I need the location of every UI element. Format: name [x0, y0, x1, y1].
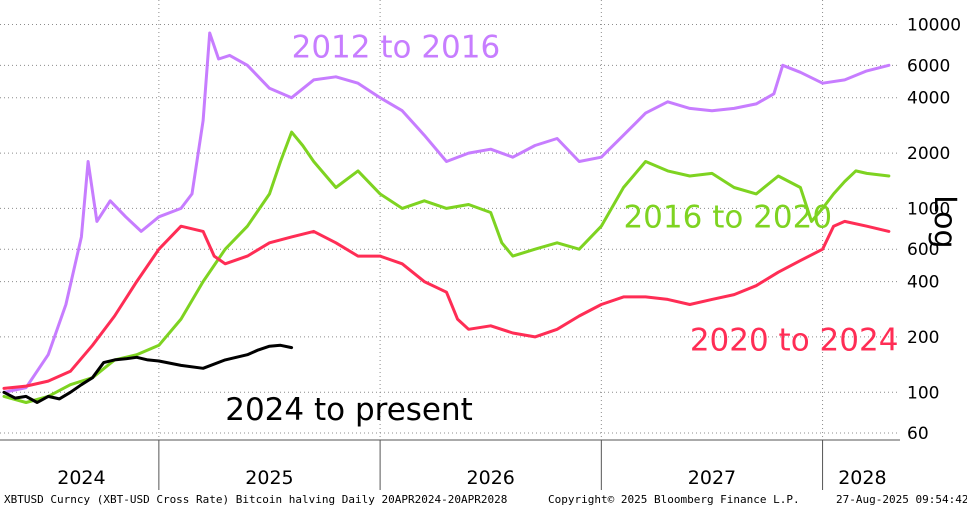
- y-tick-label: 100: [907, 383, 939, 403]
- y-tick-label: 2000: [907, 144, 950, 164]
- x-axis-ticks: 2024 2025 2026 2027 2028: [57, 467, 886, 489]
- x-tick-label: 2028: [838, 467, 886, 489]
- y-axis-ticks: 10000 6000 4000 2000 1000 600 400 200 100 60: [907, 16, 961, 444]
- footer: XBTUSD Curncy (XBT-USD Cross Rate) Bitco…: [0, 491, 967, 509]
- y-tick-label: 1000: [907, 199, 950, 219]
- gridlines: [0, 0, 900, 440]
- footer-copyright: Copyright© 2025 Bloomberg Finance L.P.: [548, 493, 800, 506]
- y-tick-label: 10000: [907, 16, 961, 36]
- y-tick-label: 60: [907, 424, 929, 444]
- x-tick-label: 2025: [245, 467, 293, 489]
- series-annotation: 2012 to 2016: [292, 30, 501, 66]
- y-tick-label: 600: [907, 240, 939, 260]
- y-tick-label: 6000: [907, 56, 950, 76]
- chart: 2012 to 2016 2016 to 2020 2020 to 2024 2024…: [0, 0, 962, 490]
- x-tick-label: 2024: [57, 467, 105, 489]
- y-tick-label: 400: [907, 273, 939, 293]
- log-scale-label: Log: [927, 195, 962, 249]
- year-dividers: [0, 439, 900, 490]
- series-line: [2, 130, 891, 404]
- y-tick-label: 4000: [907, 89, 950, 109]
- series-lines: [2, 31, 891, 404]
- series-line: [2, 219, 891, 390]
- footer-source: XBTUSD Curncy (XBT-USD Cross Rate) Bitco…: [4, 493, 508, 506]
- series-line: [2, 343, 294, 404]
- series-annotation: 2020 to 2024: [690, 323, 899, 359]
- x-tick-label: 2026: [467, 467, 515, 489]
- series-annotation: 2016 to 2020: [623, 199, 832, 235]
- x-tick-label: 2027: [688, 467, 736, 489]
- series-annotation: 2024 to present: [225, 392, 473, 428]
- series-annotations: 2012 to 2016 2016 to 2020 2020 to 2024 2024…: [225, 30, 898, 428]
- series-line: [2, 31, 891, 394]
- y-tick-label: 200: [907, 328, 939, 348]
- footer-timestamp: 27-Aug-2025 09:54:42: [836, 493, 967, 506]
